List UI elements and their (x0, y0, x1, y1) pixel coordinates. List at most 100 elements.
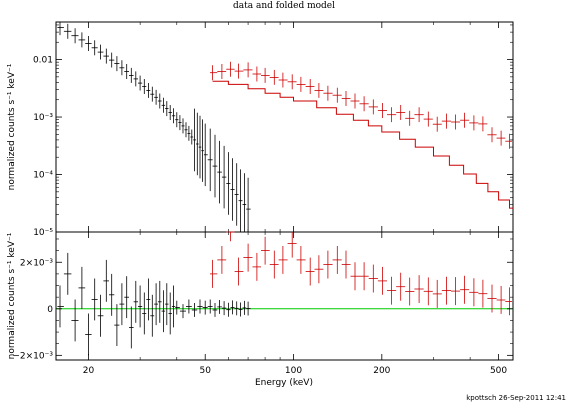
black-data-point (63, 23, 72, 39)
black-data-point (171, 108, 176, 124)
red-data-point (269, 69, 279, 85)
red-data-point (377, 266, 387, 295)
black-data-point (109, 273, 115, 316)
top-panel-data (57, 22, 513, 232)
black-data-point (150, 294, 155, 337)
black-data-point (63, 252, 72, 295)
black-data-point (138, 75, 143, 91)
red-data-point (332, 87, 342, 103)
red-data-point (234, 63, 244, 79)
red-data-point (341, 91, 351, 106)
red-data-point (261, 67, 270, 83)
red-data-point (478, 279, 488, 308)
black-data-point (221, 145, 227, 209)
red-data-point (505, 133, 512, 149)
red-data-point (252, 66, 261, 82)
bottom-y-axis-label: normalized counts s⁻¹ keV⁻¹ (7, 232, 17, 359)
red-data-point (432, 279, 442, 308)
black-data-point (186, 299, 192, 314)
black-data-point (161, 290, 166, 333)
black-data-point (212, 303, 218, 317)
black-data-point (103, 48, 109, 64)
red-data-point (341, 250, 351, 279)
black-data-point (207, 128, 213, 192)
axis-ticks: 20 50 100 200 500 10⁻⁵ 10⁻⁴ 10⁻³ 0.01 −2×10⁻³ 0 2×1… (12, 22, 513, 376)
black-data-point (226, 152, 231, 215)
black-data-point (85, 313, 92, 356)
red-data-point (226, 231, 235, 242)
black-data-point (171, 285, 176, 328)
black-data-point (150, 86, 155, 102)
black-data-point (238, 302, 243, 317)
black-data-point (114, 56, 120, 72)
black-data-point (198, 115, 202, 179)
black-data-point (146, 278, 151, 321)
black-data-point (234, 163, 239, 226)
black-data-point (246, 301, 251, 316)
black-data-point (217, 300, 222, 314)
black-data-point (133, 71, 138, 87)
black-data-point (124, 276, 129, 319)
red-data-point (396, 272, 406, 301)
x-tick-label: 50 (199, 366, 211, 376)
x-axis-label: Energy (keV) (255, 378, 313, 388)
top-y-tick-label: 10⁻³ (33, 113, 53, 123)
black-data-point (246, 177, 251, 232)
black-data-point (97, 44, 104, 60)
black-data-point (207, 299, 213, 314)
red-data-point (423, 277, 433, 306)
black-data-point (175, 300, 180, 315)
bottom-panel-frame (55, 231, 514, 361)
black-data-point (178, 115, 182, 131)
red-data-point (377, 103, 387, 118)
black-data-point (97, 294, 104, 337)
black-data-point (133, 280, 138, 323)
black-data-point (197, 299, 203, 314)
chart-title: data and folded model (233, 1, 335, 11)
black-data-point (238, 169, 243, 232)
black-data-point (57, 22, 64, 36)
black-data-point (230, 300, 235, 315)
red-data-point (368, 264, 378, 293)
red-data-point (441, 113, 451, 129)
top-y-tick-label: 0.01 (33, 56, 53, 66)
red-data-point (350, 262, 360, 291)
bottom-y-tick-label: −2×10⁻³ (12, 351, 53, 361)
black-data-point (161, 97, 166, 113)
black-data-point (109, 52, 115, 68)
black-data-point (78, 32, 86, 48)
red-data-point (217, 64, 227, 79)
black-data-point (138, 285, 143, 328)
x-tick-label: 200 (373, 366, 390, 376)
red-data-point (243, 62, 253, 78)
red-data-point (396, 105, 406, 120)
black-data-point (124, 64, 129, 79)
red-data-point (287, 232, 297, 258)
black-data-point (91, 278, 98, 321)
model-step-line (212, 80, 513, 209)
black-data-point (129, 306, 134, 349)
red-data-point (323, 85, 333, 101)
red-data-point (314, 83, 324, 98)
black-data-point (226, 302, 231, 317)
red-data-point (460, 275, 470, 304)
bottom-y-tick-label: 0 (47, 305, 53, 315)
black-data-point (57, 285, 64, 328)
red-data-point (234, 257, 244, 286)
black-data-point (85, 36, 92, 51)
red-data-point (332, 246, 342, 274)
red-data-point (314, 255, 324, 284)
top-panel-frame (55, 21, 514, 233)
black-data-point (203, 123, 208, 187)
black-data-point (142, 292, 147, 335)
black-data-point (71, 28, 79, 44)
red-data-point (432, 116, 442, 132)
black-data-point (201, 119, 204, 182)
bottom-y-tick-label: 2×10⁻³ (20, 258, 53, 268)
top-y-tick-label: 10⁻⁴ (33, 171, 53, 181)
red-data-point (496, 130, 506, 146)
red-data-point (496, 286, 506, 314)
red-data-point (414, 107, 424, 123)
red-data-point (359, 96, 369, 112)
